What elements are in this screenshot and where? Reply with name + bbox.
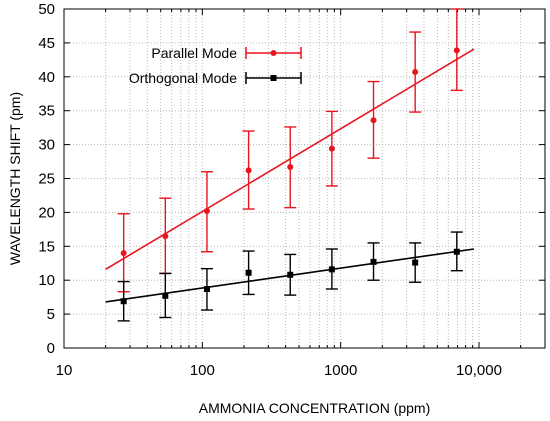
y-tick-label: 20 xyxy=(38,204,55,221)
data-point xyxy=(245,167,252,174)
data-point xyxy=(245,269,252,276)
y-tick-label: 45 xyxy=(38,35,55,52)
data-point xyxy=(370,258,377,265)
data-point xyxy=(203,286,210,293)
x-tick-label: 1000 xyxy=(324,362,357,379)
data-point xyxy=(328,266,335,273)
data-point xyxy=(453,248,460,255)
x-tick-label: 10 xyxy=(56,362,73,379)
series-circle xyxy=(105,8,475,293)
series-square xyxy=(105,231,475,322)
data-point xyxy=(120,250,127,257)
data-point xyxy=(287,163,294,170)
y-tick-label: 50 xyxy=(38,1,55,18)
data-point xyxy=(412,259,419,266)
legend: Parallel Mode Orthogonal Mode xyxy=(129,45,302,86)
x-tick-label: 10,000 xyxy=(456,362,502,379)
legend-marker xyxy=(270,50,277,56)
data-point xyxy=(287,271,294,278)
tick-labels: 0 5 10 15 20 25 30 35 40 45 50 10 100 1000 10,000 xyxy=(38,1,502,379)
legend-item: Orthogonal Mode xyxy=(129,70,302,86)
legend-item: Parallel Mode xyxy=(151,45,302,61)
y-tick-label: 25 xyxy=(38,171,55,188)
y-tick-label: 10 xyxy=(38,272,55,289)
y-tick-label: 0 xyxy=(47,340,55,357)
y-tick-label: 40 xyxy=(38,69,55,86)
legend-label: Orthogonal Mode xyxy=(129,70,237,86)
grid xyxy=(64,9,545,348)
data-point xyxy=(120,298,127,305)
data-point xyxy=(328,145,335,152)
x-tick-label: 100 xyxy=(190,362,215,379)
x-axis-title: AMMONIA CONCENTRATION (ppm) xyxy=(199,400,431,416)
legend-label: Parallel Mode xyxy=(151,45,237,61)
axis-ticks xyxy=(64,8,545,349)
data-point xyxy=(162,233,169,240)
y-tick-label: 5 xyxy=(47,306,55,323)
y-tick-label: 35 xyxy=(38,103,55,120)
series xyxy=(105,8,475,322)
data-point xyxy=(370,117,377,124)
legend-marker xyxy=(270,75,277,81)
data-point xyxy=(203,208,210,215)
y-axis-title: WAVELENGTH SHIFT (pm) xyxy=(7,92,23,265)
data-point xyxy=(162,292,169,299)
y-tick-label: 30 xyxy=(38,137,55,154)
data-point xyxy=(412,69,419,76)
y-tick-label: 15 xyxy=(38,238,55,255)
data-point xyxy=(453,47,460,54)
